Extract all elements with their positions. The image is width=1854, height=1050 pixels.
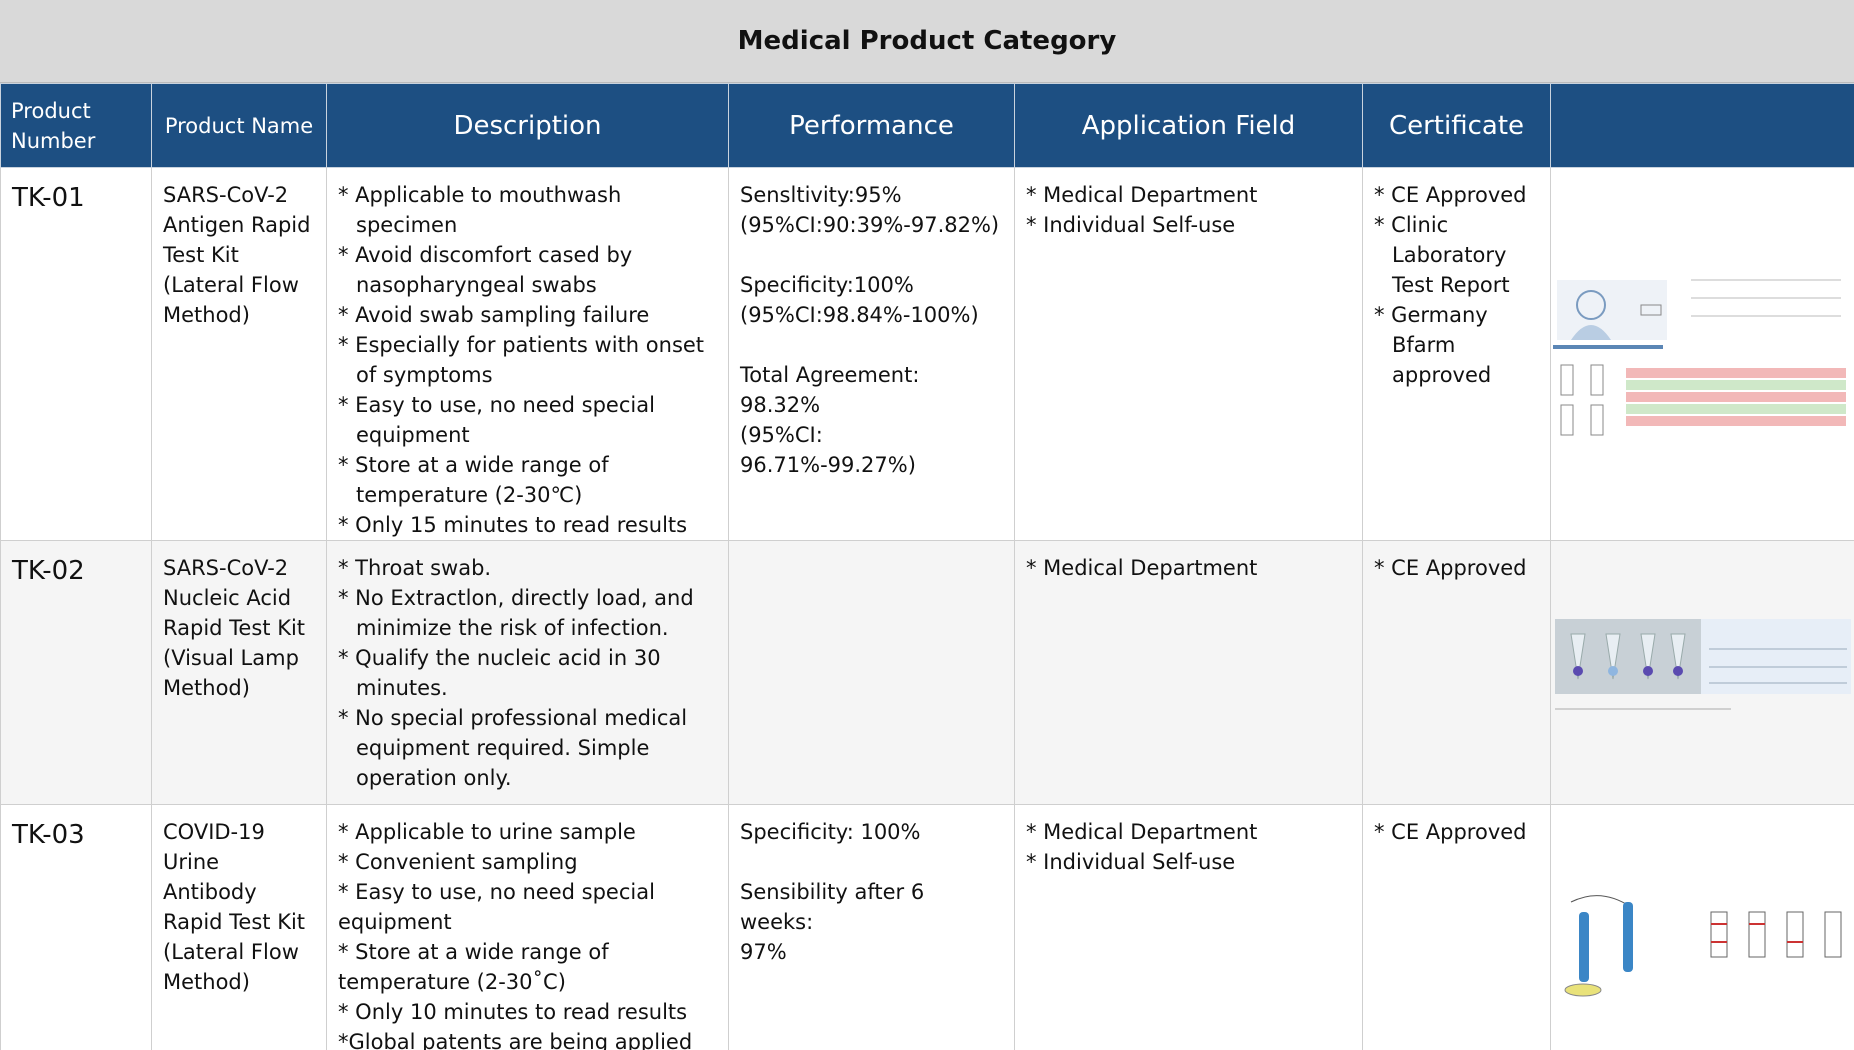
certificate-cell: * CE Approved * Clinic Laboratory Test Re… (1362, 167, 1551, 541)
certificate-item: * CE Approved (1374, 820, 1527, 844)
product-number: TK-01 (0, 167, 152, 541)
column-header: Certificate (1362, 83, 1551, 168)
application-item: * Individual Self-use (1026, 213, 1236, 237)
description-item: * Convenient sampling (338, 850, 578, 874)
spacer (740, 847, 1004, 877)
column-header: Product Number (0, 83, 152, 168)
product-name: COVID-19 Urine Antibody Rapid Test Kit (… (151, 804, 327, 1050)
certificate-item: * CE Approved (1374, 183, 1527, 207)
description-item: * Only 10 minutes to read results (338, 1000, 688, 1024)
spacer (740, 240, 1004, 270)
certificate-item: * Clinic Laboratory Test Report (1374, 213, 1510, 297)
performance-line: Total Agreement: 98.32% (740, 363, 920, 417)
column-header: Application Field (1014, 83, 1363, 168)
description-item: * Qualify the nucleic acid in 30 minutes… (338, 646, 661, 700)
description-item: * Easy to use, no need special equipment (338, 880, 655, 934)
column-header (1550, 83, 1854, 168)
column-header: Performance (728, 83, 1015, 168)
product-name: SARS-CoV-2 Nucleic Acid Rapid Test Kit (… (151, 540, 327, 805)
description-cell: * Applicable to urine sample * Convenient… (326, 804, 729, 1050)
performance-cell (728, 540, 1015, 805)
application-cell: * Medical Department * Individual Self-us… (1014, 167, 1363, 541)
product-number: TK-03 (0, 804, 152, 1050)
description-item: * No special professional medical equipm… (338, 706, 688, 790)
spacer (740, 330, 1004, 360)
product-row: TK-01 SARS-CoV-2 Antigen Rapid Test Kit (… (0, 167, 1854, 541)
product-table: Product Number Product Name Description Per… (0, 83, 1854, 1050)
performance-line: (95%CI:90:39%-97.82%) (740, 213, 1000, 237)
description-item: * No Extractlon, directly load, and mini… (338, 586, 694, 640)
description-item: * Avoid swab sampling failure (338, 303, 650, 327)
description-cell: * Throat swab. * No Extractlon, directly … (326, 540, 729, 805)
certificate-cell: * CE Approved (1362, 804, 1551, 1050)
description-item: *Global patents are being applied for (338, 1030, 693, 1050)
application-item: * Medical Department (1026, 183, 1258, 207)
description-item: * Avoid discomfort cased by nasopharynge… (338, 243, 633, 297)
certificate-cell: * CE Approved (1362, 540, 1551, 805)
description-item: * Applicable to mouthwash specimen (338, 183, 622, 237)
product-image (1550, 540, 1854, 805)
description-item: * Easy to use, no need special equipment (338, 393, 655, 447)
description-item: * Store at a wide range of temperature (… (338, 453, 609, 507)
performance-line: Specificity:100% (740, 273, 914, 297)
column-header: Product Name (151, 83, 327, 168)
column-header: Description (326, 83, 729, 168)
description-item: * Throat swab. (338, 556, 492, 580)
performance-cell: Sensltivity:95% (95%CI:90:39%-97.82%) Spec… (728, 167, 1015, 541)
performance-line: 97% (740, 940, 787, 964)
performance-line: Sensibility after 6 weeks: (740, 880, 925, 934)
product-image (1550, 167, 1854, 541)
product-image (1550, 804, 1854, 1050)
certificate-item: * CE Approved (1374, 556, 1527, 580)
application-cell: * Medical Department (1014, 540, 1363, 805)
description-cell: * Applicable to mouthwash specimen * Avoi… (326, 167, 729, 541)
product-row: TK-03 COVID-19 Urine Antibody Rapid Test … (0, 804, 1854, 1050)
product-name: SARS-CoV-2 Antigen Rapid Test Kit (Later… (151, 167, 327, 541)
performance-cell: Specificity: 100% Sensibility after 6 wee… (728, 804, 1015, 1050)
performance-line: Sensltivity:95% (740, 183, 902, 207)
certificate-item: * Germany Bfarm approved (1374, 303, 1492, 387)
description-item: * Especially for patients with onset of … (338, 333, 705, 387)
application-item: * Medical Department (1026, 556, 1258, 580)
description-item: * Only 15 minutes to read results (338, 513, 688, 537)
application-item: * Individual Self-use (1026, 850, 1236, 874)
performance-line: (95%CI: 96.71%-99.27%) (740, 423, 916, 477)
application-cell: * Medical Department * Individual Self-us… (1014, 804, 1363, 1050)
product-row: TK-02 SARS-CoV-2 Nucleic Acid Rapid Test … (0, 540, 1854, 805)
performance-line: (95%CI:98.84%-100%) (740, 303, 979, 327)
description-item: * Store at a wide range of temperature (… (338, 940, 609, 994)
performance-line: Specificity: 100% (740, 820, 921, 844)
page-title: Medical Product Category (0, 0, 1854, 83)
description-item: * Applicable to urine sample (338, 820, 636, 844)
application-item: * Medical Department (1026, 820, 1258, 844)
header-row: Product Number Product Name Description Per… (0, 83, 1854, 168)
product-number: TK-02 (0, 540, 152, 805)
